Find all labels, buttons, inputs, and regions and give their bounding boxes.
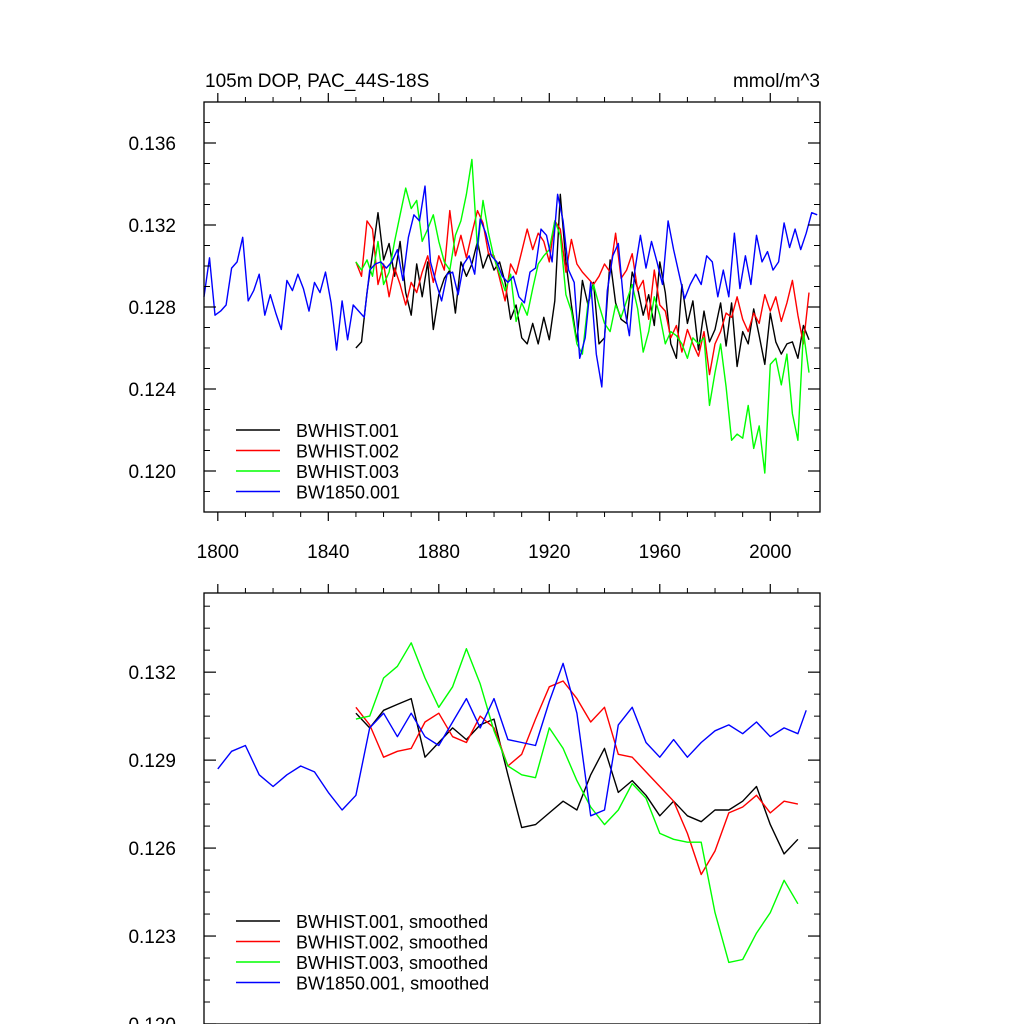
top-legend-label-3: BWHIST.003: [296, 462, 399, 482]
top-axis-ticks: 1800 1840 1880 1920 1960 2000 0.120 0.124 0.128 0…: [128, 93, 820, 563]
top-panel-title: 105m DOP, PAC_44S-18S: [205, 71, 429, 92]
top-y-tick-label: 0.128: [128, 298, 176, 319]
top-x-tick-label: 1880: [418, 542, 460, 563]
top-legend-label-2: BWHIST.002: [296, 442, 399, 462]
bottom-series-line-2: [355, 680, 799, 876]
top-series-line-3: [355, 158, 810, 474]
bottom-series-group: [217, 642, 807, 964]
bottom-series-line-3: [355, 642, 799, 964]
top-y-tick-label: 0.120: [128, 462, 176, 483]
top-panel-units: mmol/m^3: [733, 71, 820, 92]
bottom-legend-label-1: BWHIST.001, smoothed: [296, 912, 488, 932]
bottom-y-tick-label: 0.129: [128, 751, 176, 772]
bottom-y-tick-label: 0.123: [128, 927, 176, 948]
bottom-y-tick-label: 0.120: [128, 1015, 176, 1024]
top-legend-label-1: BWHIST.001: [296, 421, 399, 441]
top-series-line-1: [355, 193, 810, 368]
top-plot-frame: [203, 101, 821, 513]
top-y-tick-label: 0.136: [128, 134, 176, 155]
top-series-group: [203, 158, 818, 474]
top-y-tick-label: 0.132: [128, 216, 176, 237]
top-panel: 105m DOP, PAC_44S-18S mmol/m^3 1800 1840 1…: [128, 71, 821, 563]
top-legend-label-4: BW1850.001: [296, 483, 400, 503]
bottom-y-tick-label: 0.132: [128, 663, 176, 684]
top-x-tick-label: 2000: [749, 542, 791, 563]
top-x-tick-label: 1960: [639, 542, 681, 563]
top-x-tick-label: 1920: [528, 542, 570, 563]
bottom-legend-label-4: BW1850.001, smoothed: [296, 974, 489, 994]
bottom-legend-label-2: BWHIST.002, smoothed: [296, 933, 488, 953]
bottom-panel: 0.120 0.123 0.126 0.129 0.132 BWHIST.001, sm…: [128, 584, 821, 1024]
bottom-series-line-1: [355, 697, 799, 855]
bottom-legend-label-3: BWHIST.003, smoothed: [296, 953, 488, 973]
top-series-line-2: [355, 209, 810, 376]
top-series-line-4: [203, 185, 818, 388]
top-x-tick-label: 1840: [307, 542, 349, 563]
bottom-y-tick-label: 0.126: [128, 839, 176, 860]
top-x-tick-label: 1800: [197, 542, 239, 563]
top-y-tick-label: 0.124: [128, 380, 176, 401]
bottom-axis-ticks: 0.120 0.123 0.126 0.129 0.132: [128, 584, 820, 1024]
bottom-plot-frame: [203, 592, 821, 1024]
bottom-series-line-4: [217, 662, 807, 817]
